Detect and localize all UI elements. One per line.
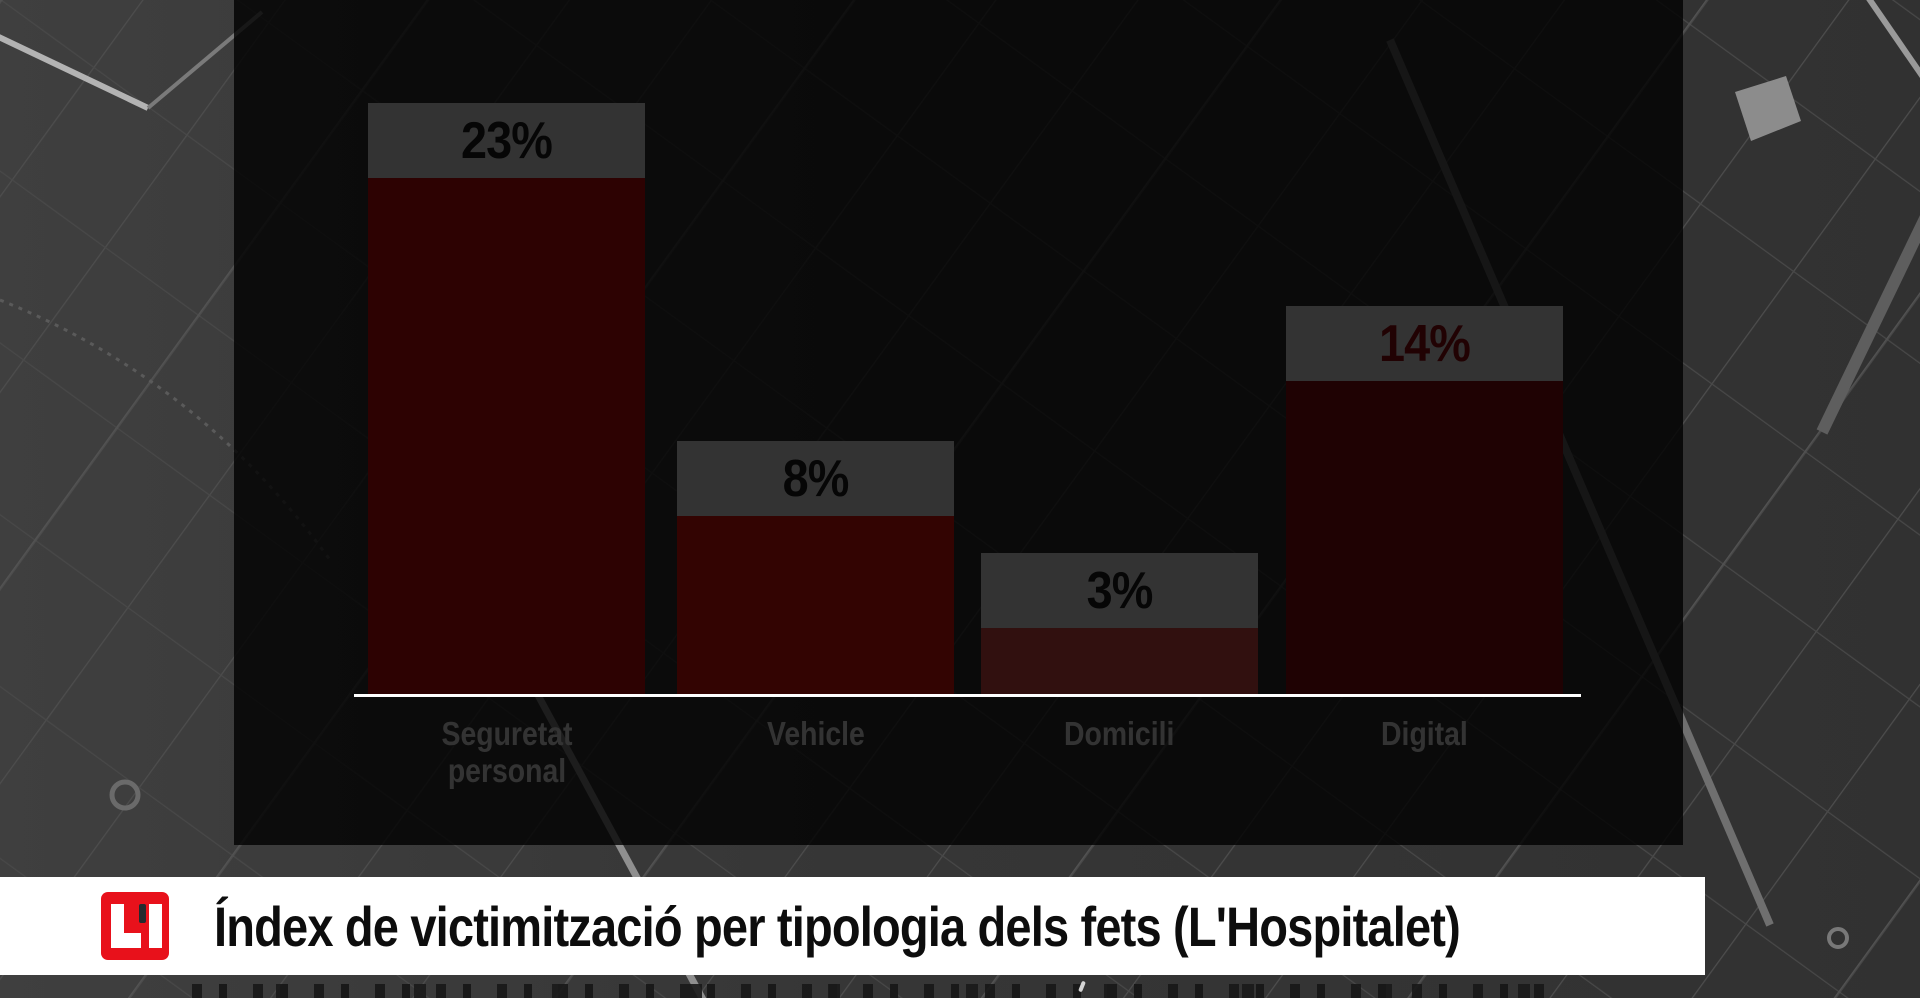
logo-letter-i (149, 903, 163, 949)
channel-logo (101, 892, 169, 960)
headline-title: Índex de victimització per tipologia del… (214, 877, 1697, 975)
headline-title-text: Índex de victimització per tipologia del… (214, 894, 1461, 958)
logo-letter-l-foot (111, 932, 142, 949)
logo-apostrophe (139, 903, 146, 923)
cutoff-text-remnant (192, 980, 1552, 998)
chart-panel (234, 0, 1683, 845)
headline-banner: Índex de victimització per tipologia del… (0, 877, 1705, 975)
chart-baseline (354, 694, 1581, 697)
